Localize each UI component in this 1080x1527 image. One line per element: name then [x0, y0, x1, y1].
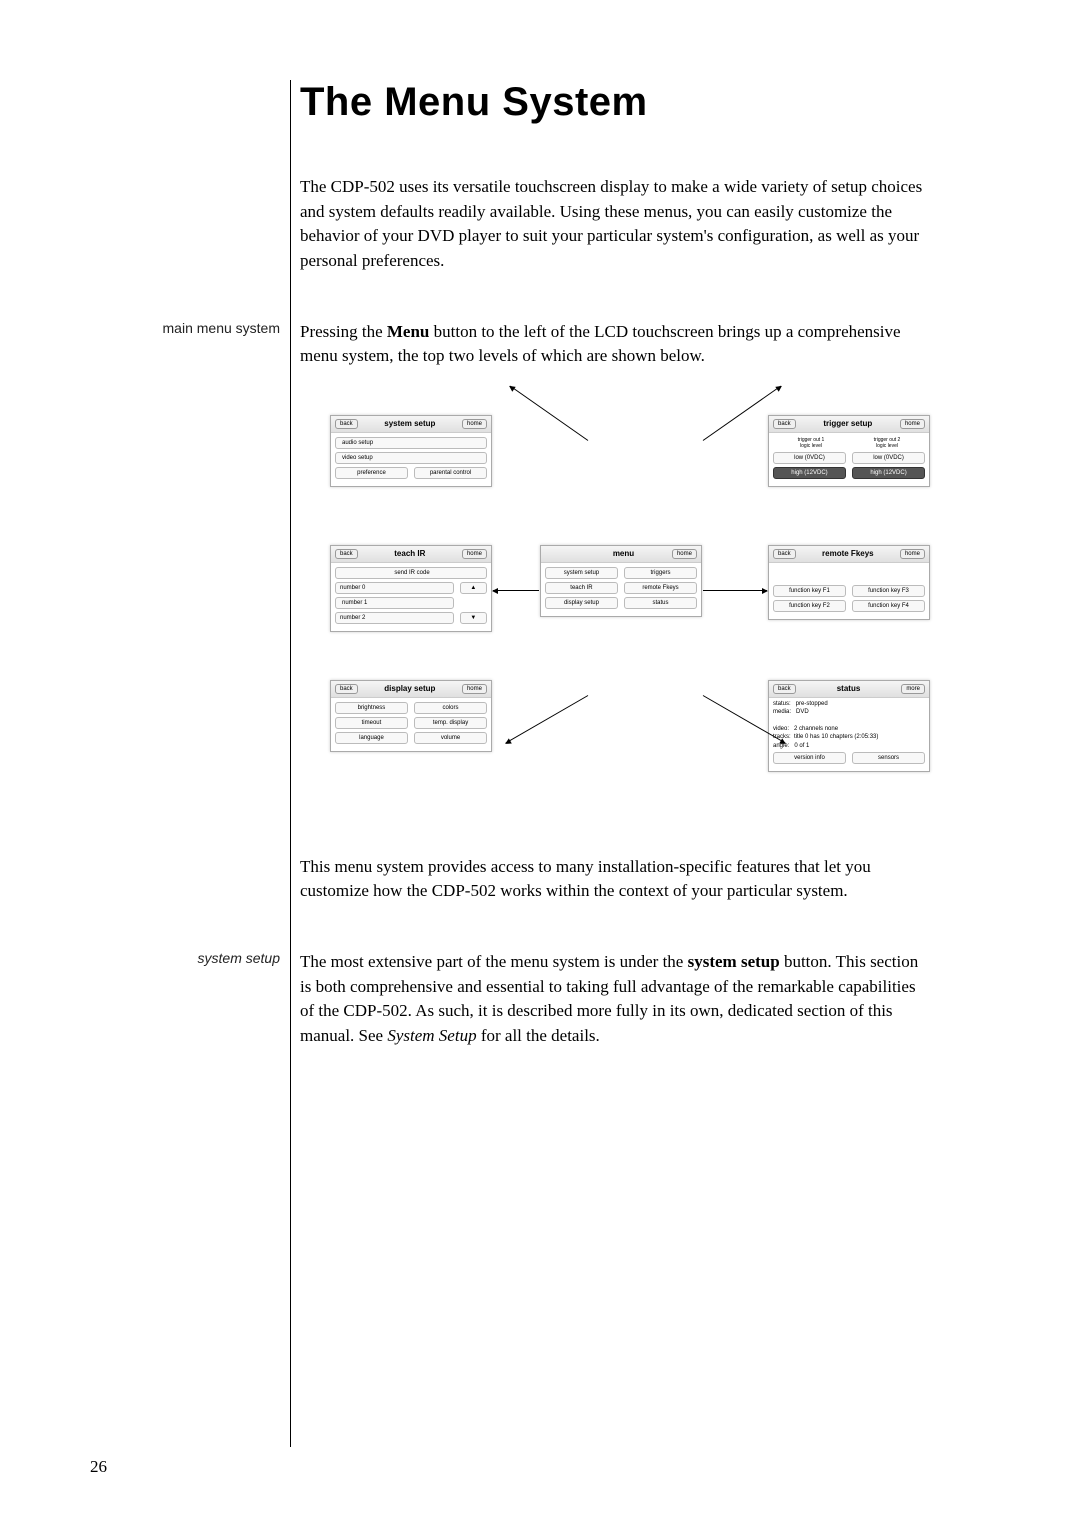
arrow	[510, 385, 588, 440]
side-label-empty	[90, 175, 290, 290]
panel-teach-ir: back teach IR home send IR code number 0…	[330, 545, 492, 632]
menu-diagram: back system setup home audio setup video…	[300, 415, 930, 815]
page-number: 26	[90, 1457, 107, 1477]
panel-menu: menu home system setup triggers teach IR…	[540, 545, 702, 617]
arrow	[493, 590, 539, 591]
panel-display-setup: back display setup home brightness color…	[330, 680, 492, 752]
panel-system-setup: back system setup home audio setup video…	[330, 415, 492, 487]
side-label-system-setup: system setup	[90, 950, 290, 1065]
arrow	[703, 590, 767, 591]
panel-remote-fkeys: back remote Fkeys home function key F1 f…	[768, 545, 930, 620]
side-label-main-menu: main menu system	[90, 320, 290, 385]
section1-para2: This menu system provides access to many…	[300, 855, 930, 920]
section2-text: The most extensive part of the menu syst…	[300, 950, 930, 1065]
intro-text: The CDP-502 uses its versatile touchscre…	[300, 175, 930, 290]
vertical-rule	[290, 80, 291, 1447]
panel-trigger-setup: back trigger setup home trigger out 1 lo…	[768, 415, 930, 487]
side-label-empty2	[90, 855, 290, 920]
section1-text: Pressing the Menu button to the left of …	[300, 320, 930, 385]
page-title: The Menu System	[300, 80, 990, 125]
arrow	[505, 695, 588, 743]
panel-status: back status more status: pre-stopped med…	[768, 680, 930, 772]
